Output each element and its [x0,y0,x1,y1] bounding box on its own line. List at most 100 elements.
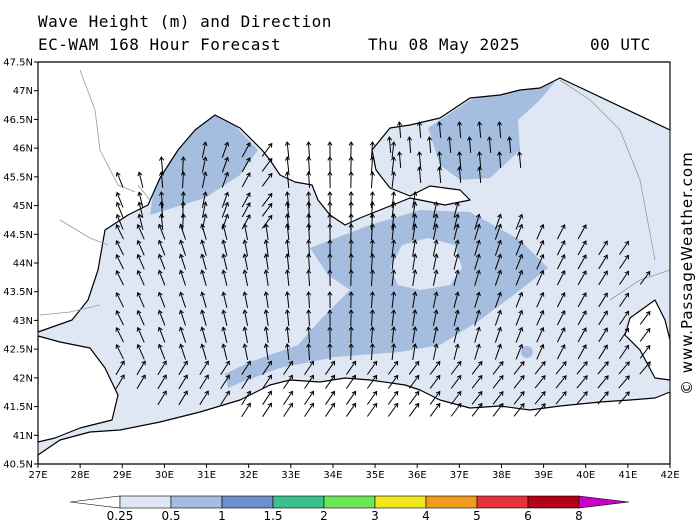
x-tick-label: 37E [450,470,469,481]
wave-direction-arrow [412,326,418,343]
wave-direction-arrow [492,374,504,389]
wave-direction-arrow [201,201,208,218]
wave-direction-arrow [348,141,354,159]
wave-direction-arrow [137,201,144,218]
wave-direction-arrow [494,309,503,326]
wave-direction-arrow [471,374,483,389]
wave-direction-arrow [306,141,312,159]
wave-direction-arrow [345,402,357,417]
wave-direction-arrow [199,390,209,406]
wave-direction-arrow [477,166,483,184]
colorbar-segment [374,495,427,509]
wave-direction-arrow [348,171,354,189]
wave-direction-arrow [536,223,545,240]
wave-direction-arrow [412,223,418,240]
wave-direction-arrow [597,391,609,405]
wave-direction-arrow [437,121,443,139]
wave-direction-arrow [391,191,397,209]
wave-direction-arrow [412,269,418,286]
wave-direction-arrow [136,291,145,308]
wave-direction-arrow [348,326,354,344]
wave-direction-arrow [220,374,230,390]
wave-direction-arrow [159,191,165,209]
wave-direction-arrow [284,343,291,361]
wave-direction-arrow [241,360,251,375]
wave-direction-arrow [369,191,375,209]
x-tick-label: 39E [534,470,553,481]
colorbar-segment [425,495,478,509]
x-tick-label: 31E [197,470,216,481]
wave-direction-arrow [284,191,291,209]
x-tick-label: 40E [576,470,595,481]
wave-direction-arrow [577,344,587,360]
wave-direction-arrow [262,360,272,375]
wave-direction-arrow [115,191,124,208]
wave-direction-arrow [467,136,473,154]
wave-direction-arrow [180,171,186,189]
y-tick-label: 47.5N [3,58,33,69]
wave-direction-arrow [474,343,481,360]
axis-ticks: 27E 28E 29E 30E 31E 32E 33E 34E 35E 36E 37E 38E 39E 4… [3,58,679,482]
wave-direction-arrow [242,309,249,326]
wave-direction-arrow [474,291,481,308]
wave-direction-arrow [242,223,249,240]
wave-direction-arrow [450,390,462,405]
wave-direction-arrow [618,375,630,389]
wave-direction-arrow [474,239,481,256]
y-tick-label: 45.5N [3,172,33,183]
wave-direction-arrow [115,253,124,270]
wave-direction-arrow [412,191,418,208]
wave-direction-arrow [457,151,463,169]
wave-direction-arrow [306,156,312,174]
wave-direction-arrow [387,360,399,375]
x-tick-label: 33E [281,470,300,481]
wave-direction-arrow [306,253,312,271]
wave-direction-arrow [515,239,524,256]
wave-direction-arrow [242,291,249,308]
wave-direction-arrow [306,291,312,309]
wave-direction-arrow [639,344,651,359]
wave-direction-arrow [325,390,336,405]
wave-direction-arrow [369,213,375,231]
wave-direction-arrow [220,390,230,406]
y-tick-label: 43N [13,316,33,327]
colorbar-label: 2 [320,509,328,523]
wave-direction-arrow [369,253,375,271]
wave-direction-arrow [536,309,545,326]
wave-direction-arrow [556,240,566,256]
wave-direction-arrow [391,343,397,361]
wave-direction-arrow [494,213,503,230]
wave-direction-arrow [200,223,207,240]
wave-direction-arrow [556,270,566,286]
wave-direction-arrow [417,166,423,184]
wave-direction-arrow [306,191,312,209]
wave-direction-arrow [412,343,418,360]
wave-direction-arrow [556,327,566,343]
wave-direction-arrow [284,156,291,174]
wave-direction-arrow [157,326,166,343]
wave-direction-arrow [284,213,291,231]
wave-direction-arrow [283,374,293,389]
x-tick-label: 28E [71,470,90,481]
wave-direction-arrow [555,391,567,405]
wave-direction-arrow [325,360,336,375]
wave-direction-arrow [391,239,397,257]
wave-direction-arrow [241,172,251,188]
wave-direction-arrow [137,191,144,208]
wave-direction-arrow [261,142,273,157]
wave-direction-arrow [242,239,249,256]
wave-direction-arrow [136,253,145,270]
wave-direction-arrow [453,253,460,270]
wave-direction-arrow [327,291,333,309]
x-tick-label: 27E [28,470,47,481]
colorbar-label: 6 [524,509,532,523]
wave-direction-arrow [115,213,124,230]
wave-direction-arrow [283,360,293,375]
wave-direction-arrow [263,239,269,256]
wave-direction-arrow [536,343,545,360]
wave-direction-arrow [178,360,188,376]
wave-direction-arrow [412,201,418,218]
wave-direction-arrow [471,390,483,405]
wave-direction-arrow [179,253,187,270]
